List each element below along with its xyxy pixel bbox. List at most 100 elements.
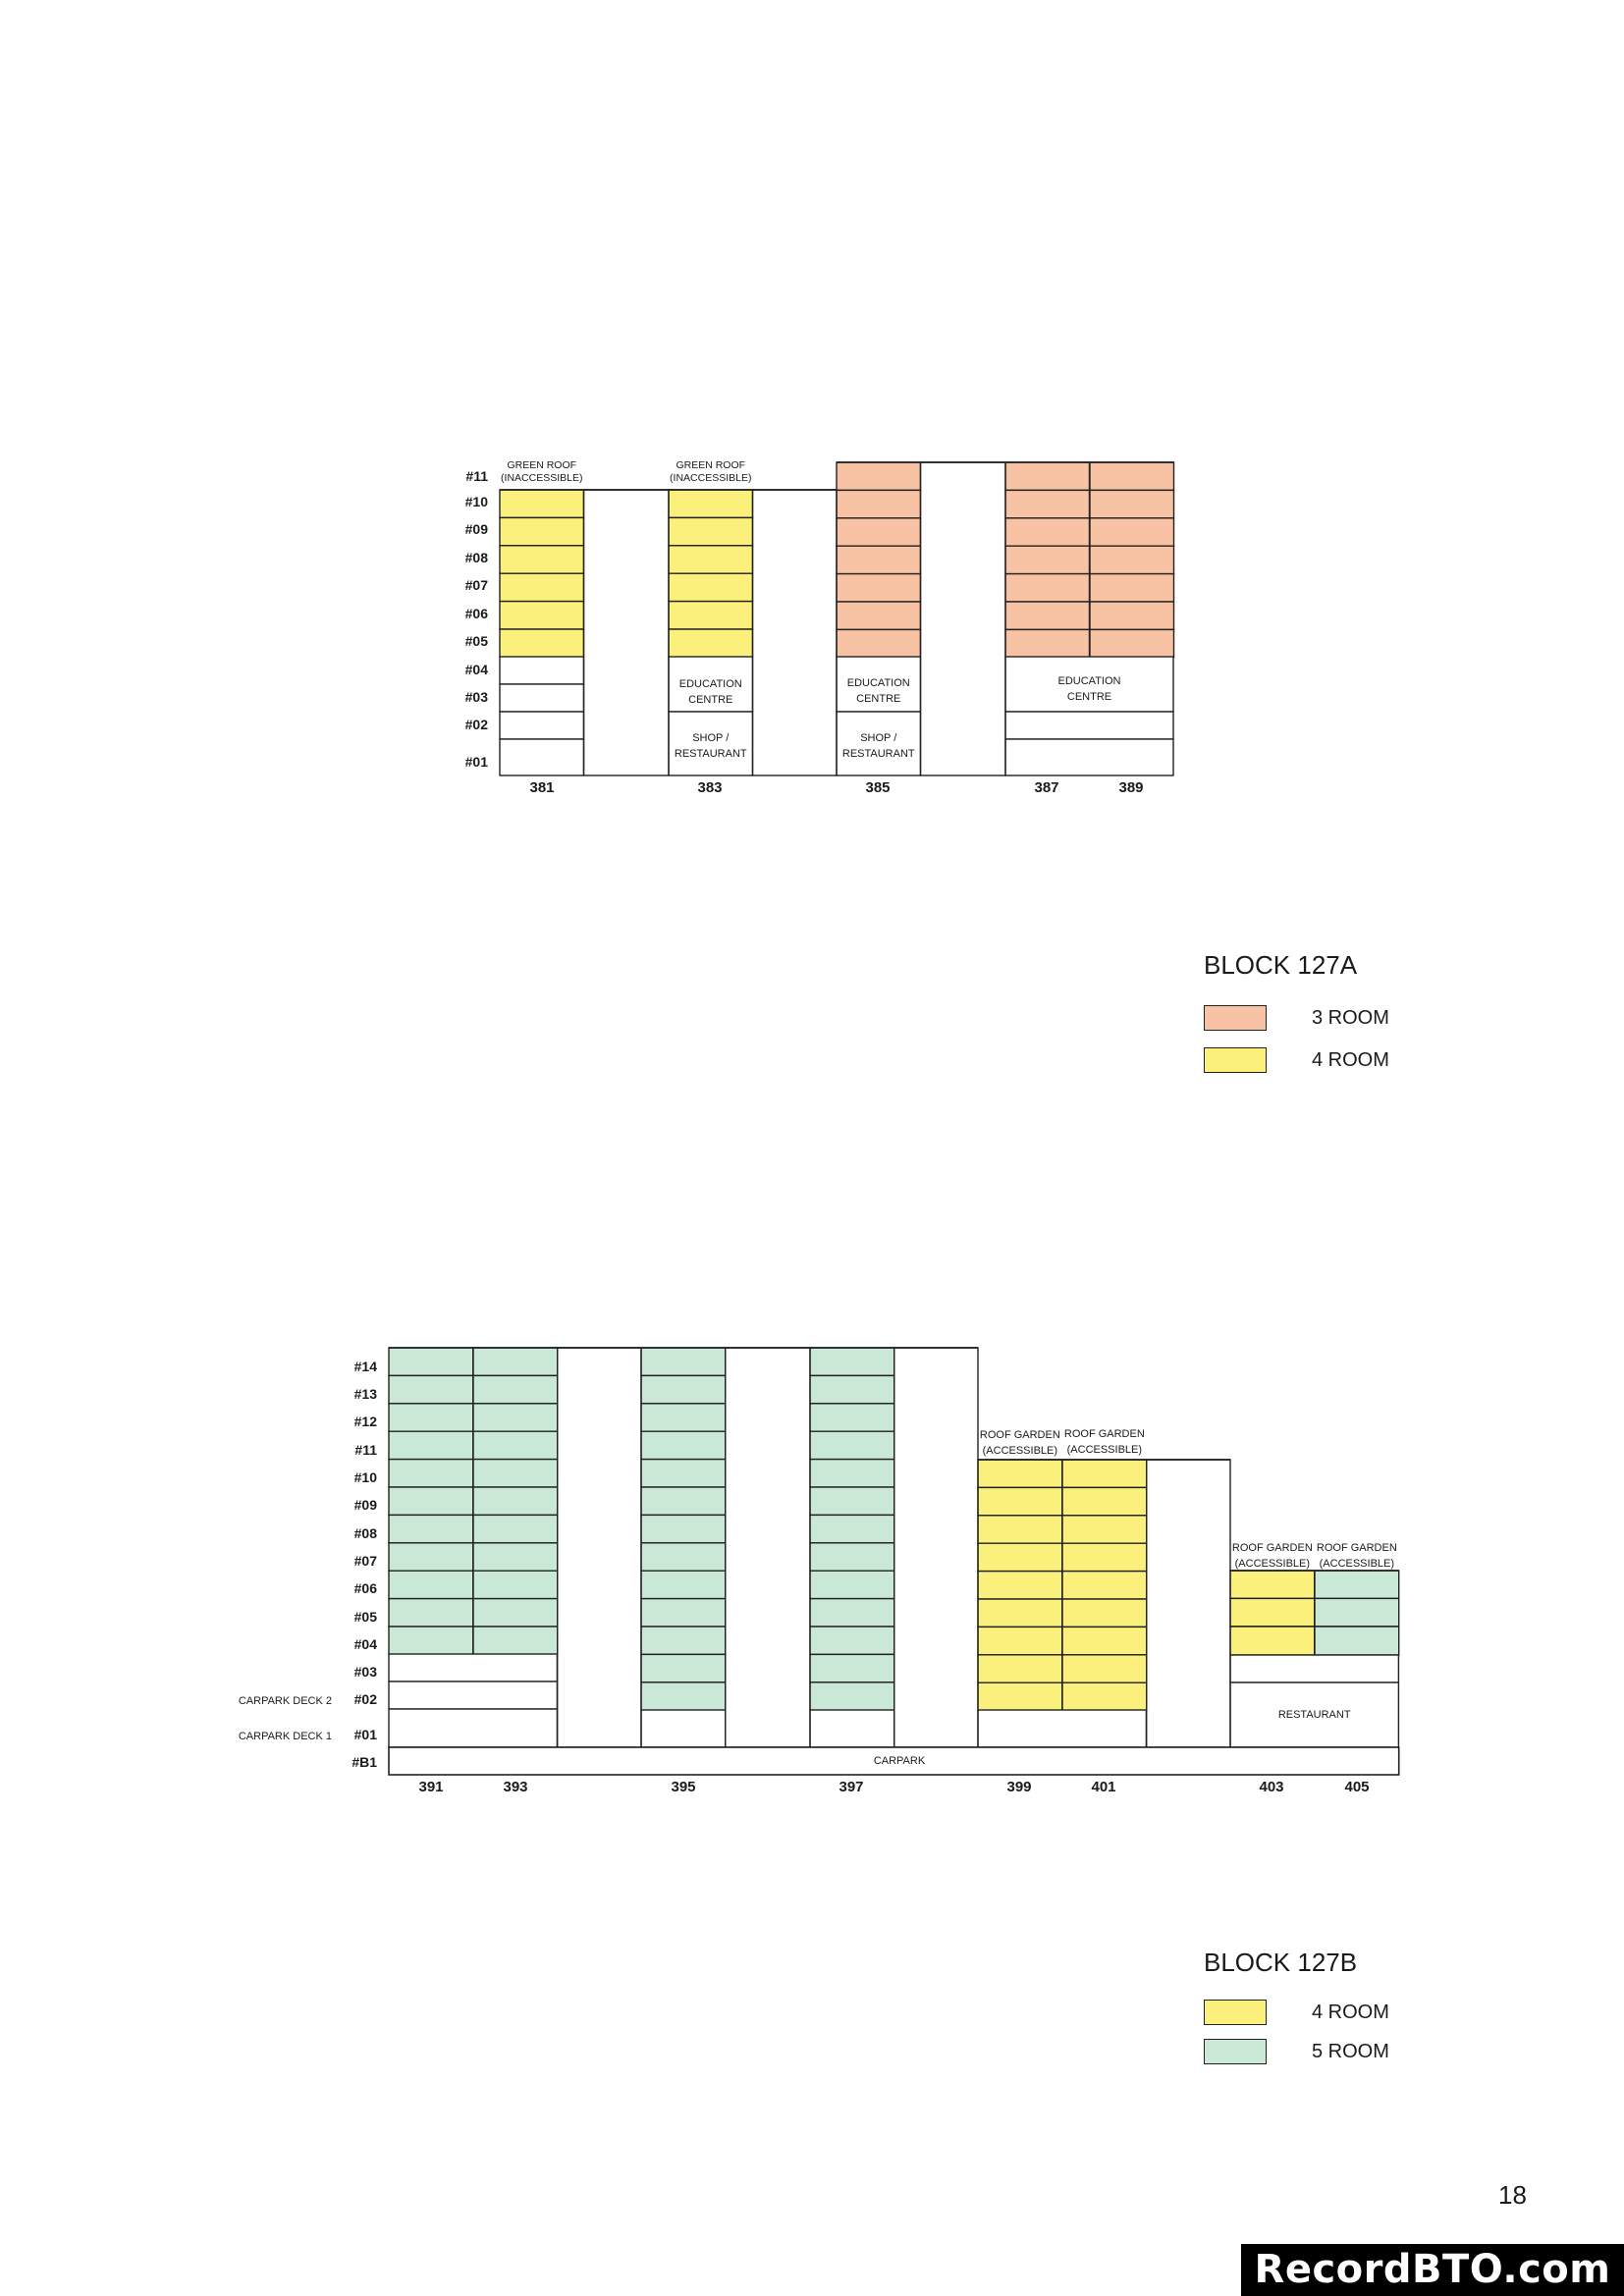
unit-cell <box>1089 601 1175 631</box>
carpark-deck-cell <box>640 1709 727 1748</box>
floor-label: #02 <box>465 717 489 732</box>
unit-cell <box>388 1597 474 1628</box>
unit-cell <box>1061 1598 1148 1629</box>
side-label: CARPARK DECK 2 <box>239 1695 332 1707</box>
floor-label: #08 <box>465 550 489 565</box>
unit-cell <box>472 1570 559 1600</box>
unit-cell <box>640 1542 727 1572</box>
unit-cell <box>388 1486 474 1517</box>
shop-restaurant-label: SHOP / <box>692 732 730 744</box>
core-shaft <box>1145 1459 1231 1748</box>
legend-swatch <box>1204 1005 1267 1031</box>
education-centre-label: EDUCATION <box>847 677 910 689</box>
unit-cell <box>809 1653 895 1683</box>
unit-cell <box>977 1570 1063 1600</box>
legend-block-127a: BLOCK 127A 3 ROOM 4 ROOM <box>1204 950 1498 1078</box>
floor-label: #04 <box>354 1636 378 1652</box>
legend-label: 5 ROOM <box>1312 2041 1389 2062</box>
unit-cell <box>809 1514 895 1544</box>
unit-cell <box>1061 1654 1148 1683</box>
carpark-deck-cell <box>809 1709 895 1748</box>
floor-label: #05 <box>465 633 489 649</box>
legend-swatch <box>1204 2039 1267 2064</box>
legend-item: 5 ROOM <box>1204 2039 1498 2068</box>
roof-garden-label: ROOF GARDEN <box>1064 1428 1145 1440</box>
education-centre-label: CENTRE <box>856 693 900 705</box>
commercial-cell <box>1004 656 1174 713</box>
unit-cell <box>809 1486 895 1517</box>
unit-cell <box>499 600 585 630</box>
floor-label: #06 <box>354 1580 378 1596</box>
unit-cell <box>977 1515 1063 1544</box>
legend-title: BLOCK 127A <box>1204 950 1358 980</box>
unit-cell <box>1229 1626 1316 1656</box>
unit-cell <box>640 1430 727 1461</box>
unit-cell <box>388 1542 474 1572</box>
unit-cell <box>472 1347 559 1377</box>
floor-label: #01 <box>354 1727 378 1742</box>
floor-label: #09 <box>465 521 489 537</box>
unit-cell <box>640 1626 727 1656</box>
unit-cell <box>1061 1542 1148 1573</box>
commercial-cell <box>499 711 585 740</box>
unit-number: 391 <box>418 1779 443 1795</box>
commercial-cell <box>499 656 585 685</box>
unit-cell <box>472 1374 559 1405</box>
unit-cell <box>809 1542 895 1572</box>
restaurant-label: RESTAURANT <box>1278 1709 1351 1721</box>
unit-cell <box>388 1570 474 1600</box>
unit-cell <box>472 1486 559 1517</box>
unit-cell <box>809 1626 895 1656</box>
floor-label: #05 <box>354 1609 378 1625</box>
roof-garden-label: (ACCESSIBLE) <box>983 1445 1057 1457</box>
legend-item: 4 ROOM <box>1204 2000 1498 2029</box>
unit-cell <box>388 1430 474 1461</box>
core-shaft <box>557 1347 642 1748</box>
unit-cell <box>472 1403 559 1432</box>
carpark-deck-cell <box>388 1653 559 1682</box>
floor-label: #12 <box>354 1414 378 1429</box>
unit-cell <box>977 1626 1063 1656</box>
unit-cell <box>1089 572 1175 603</box>
commercial-cell <box>1004 738 1174 776</box>
roof-garden-label: ROOF GARDEN <box>1232 1542 1313 1554</box>
unit-cell <box>640 1682 727 1711</box>
unit-cell <box>1229 1570 1316 1600</box>
unit-cell <box>472 1597 559 1628</box>
unit-cell <box>977 1486 1063 1517</box>
page-number: 18 <box>1498 2180 1527 2210</box>
block-127a-elevation: #11 #10 #09 #08 #07 #06 #05 #04 #03 #02 #01 GREEN R… <box>465 459 1175 796</box>
floor-label: #03 <box>465 689 489 705</box>
floor-label: #04 <box>465 662 489 677</box>
unit-number: 397 <box>839 1779 863 1795</box>
unit-cell <box>977 1542 1063 1573</box>
carpark-deck-cell <box>388 1681 559 1710</box>
unit-cell <box>809 1403 895 1432</box>
core-shaft <box>893 1347 979 1748</box>
carpark-deck-cell <box>977 1709 1148 1748</box>
roof-garden-label: (ACCESSIBLE) <box>1235 1558 1310 1570</box>
unit-cell <box>977 1598 1063 1629</box>
legend-label: 4 ROOM <box>1312 2002 1389 2023</box>
unit-cell <box>1061 1459 1148 1489</box>
legend-swatch <box>1204 1047 1267 1073</box>
unit-cell <box>1229 1597 1316 1628</box>
unit-cell <box>1061 1515 1148 1544</box>
unit-cell <box>1004 545 1091 575</box>
roof-garden-label: ROOF GARDEN <box>980 1429 1060 1441</box>
legend-block-127b: BLOCK 127B 4 ROOM 5 ROOM <box>1204 1948 1498 2075</box>
unit-cell <box>640 1403 727 1432</box>
carpark-label: CARPARK <box>874 1755 926 1767</box>
unit-number: 381 <box>529 779 554 796</box>
roof-garden-label: (ACCESSIBLE) <box>1320 1558 1394 1570</box>
unit-cell <box>668 600 754 630</box>
side-label: CARPARK DECK 1 <box>239 1731 332 1742</box>
unit-cell <box>977 1654 1063 1683</box>
unit-cell <box>388 1347 474 1377</box>
unit-cell <box>388 1403 474 1432</box>
commercial-cell <box>668 711 754 776</box>
unit-cell <box>388 1514 474 1544</box>
unit-cell <box>640 1374 727 1405</box>
floor-label: #01 <box>465 754 489 770</box>
